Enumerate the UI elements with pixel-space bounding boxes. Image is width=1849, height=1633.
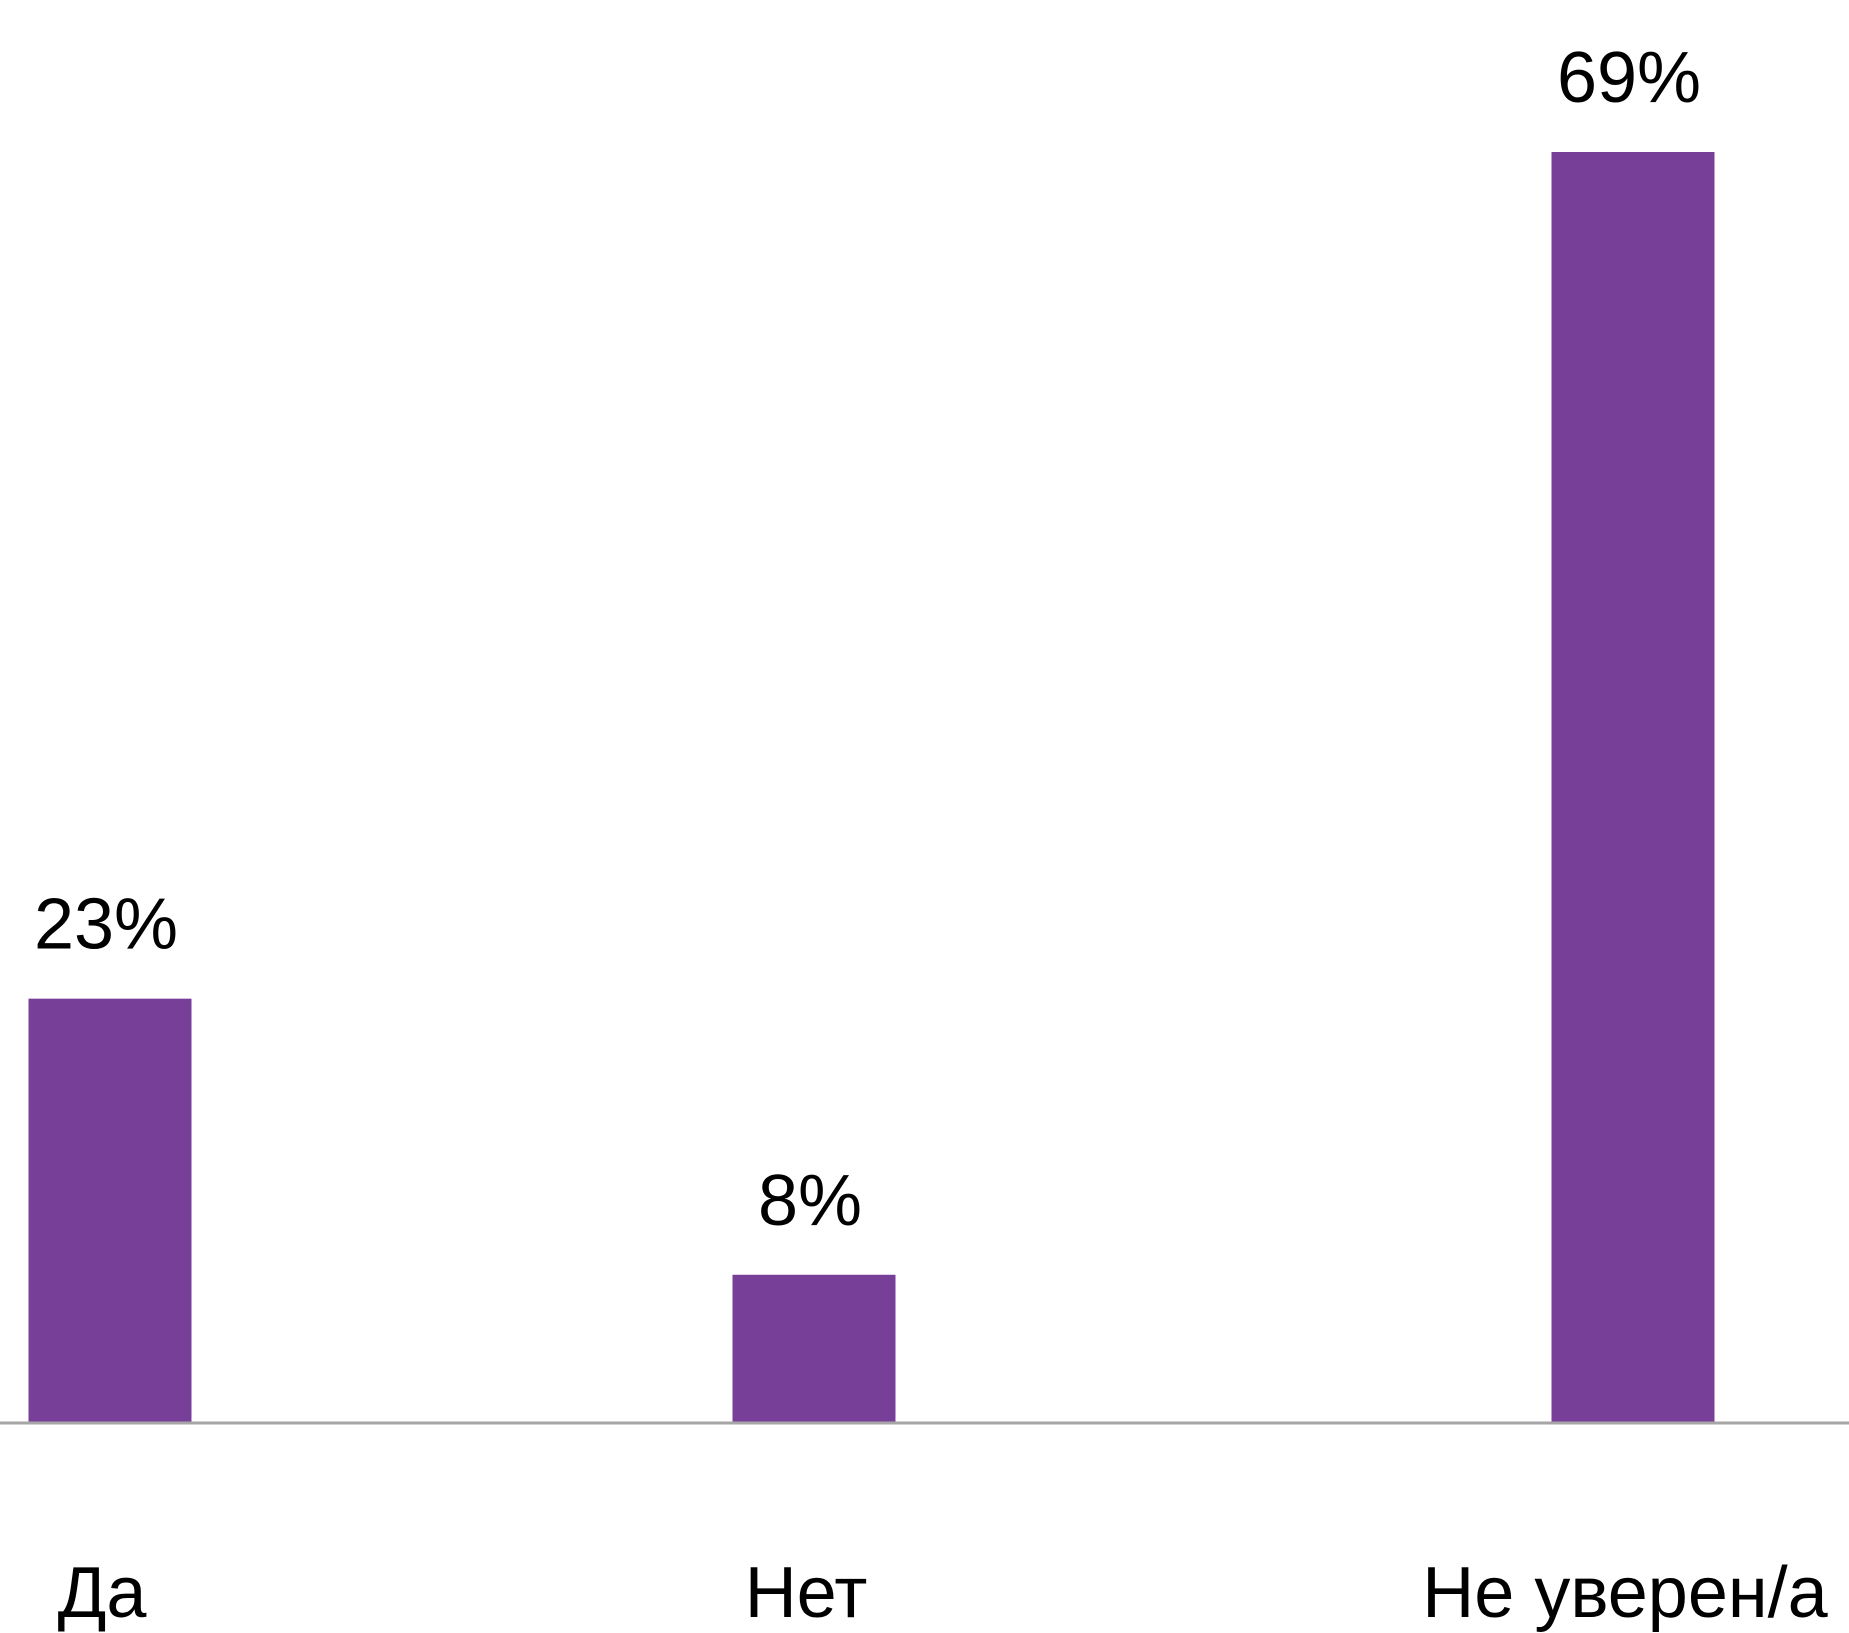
- bar-1: [732, 1274, 896, 1422]
- category-label-2: Не уверен/а: [1422, 1553, 1828, 1633]
- data-label-1: 8%: [758, 1161, 862, 1241]
- data-label-2: 69%: [1557, 38, 1701, 118]
- category-label-0: Да: [58, 1553, 148, 1633]
- category-label-1: Нет: [745, 1553, 868, 1633]
- bars-layer: [28, 152, 1715, 1422]
- bar-0: [28, 998, 192, 1422]
- bar-2: [1551, 152, 1715, 1422]
- category-labels-layer: Да Нет Не уверен/а: [58, 1553, 1829, 1633]
- data-label-0: 23%: [34, 885, 178, 965]
- value-labels-layer: 23% 8% 69%: [34, 38, 1701, 1241]
